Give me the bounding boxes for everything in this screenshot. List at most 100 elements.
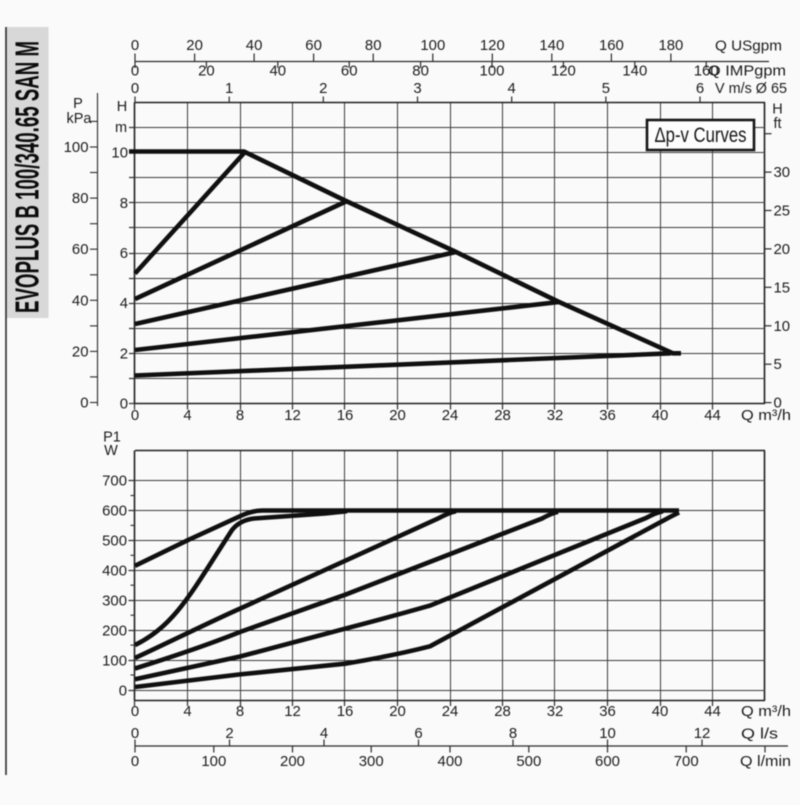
svg-text:m: m bbox=[115, 120, 127, 136]
svg-text:V m/s Ø 65: V m/s Ø 65 bbox=[715, 80, 787, 97]
svg-text:80: 80 bbox=[365, 37, 382, 54]
svg-text:600: 600 bbox=[102, 503, 127, 520]
svg-text:Q USgpm: Q USgpm bbox=[715, 38, 782, 55]
svg-text:15: 15 bbox=[774, 279, 791, 296]
svg-text:30: 30 bbox=[774, 164, 791, 181]
svg-text:140: 140 bbox=[622, 63, 647, 80]
svg-text:160: 160 bbox=[599, 37, 624, 54]
svg-text:40: 40 bbox=[72, 292, 89, 309]
svg-text:10: 10 bbox=[599, 725, 616, 742]
svg-text:36: 36 bbox=[599, 703, 616, 720]
svg-text:36: 36 bbox=[599, 407, 616, 424]
svg-text:5: 5 bbox=[602, 80, 610, 97]
svg-text:200: 200 bbox=[102, 623, 127, 640]
svg-text:P1: P1 bbox=[103, 430, 121, 446]
svg-text:80: 80 bbox=[412, 63, 429, 80]
svg-text:0: 0 bbox=[131, 37, 139, 54]
svg-text:40: 40 bbox=[652, 703, 669, 720]
svg-text:P: P bbox=[73, 96, 83, 112]
svg-text:120: 120 bbox=[551, 63, 576, 80]
svg-text:400: 400 bbox=[102, 563, 127, 580]
svg-text:120: 120 bbox=[480, 37, 505, 54]
svg-text:8: 8 bbox=[509, 725, 517, 742]
svg-text:16: 16 bbox=[337, 703, 354, 720]
svg-text:28: 28 bbox=[494, 407, 511, 424]
svg-text:20: 20 bbox=[389, 703, 406, 720]
svg-text:0: 0 bbox=[131, 753, 139, 770]
svg-text:10: 10 bbox=[111, 145, 128, 162]
svg-text:60: 60 bbox=[72, 241, 89, 258]
svg-text:12: 12 bbox=[694, 725, 711, 742]
svg-text:4: 4 bbox=[183, 703, 191, 720]
svg-text:100: 100 bbox=[64, 139, 89, 156]
svg-text:3: 3 bbox=[413, 80, 421, 97]
svg-text:Δp-v Curves: Δp-v Curves bbox=[655, 124, 747, 147]
svg-text:32: 32 bbox=[547, 703, 564, 720]
svg-text:0: 0 bbox=[131, 80, 139, 97]
svg-text:4: 4 bbox=[120, 295, 128, 312]
svg-text:EVOPLUS B 100/340.65 SAN M: EVOPLUS B 100/340.65 SAN M bbox=[9, 41, 46, 313]
svg-text:6: 6 bbox=[696, 80, 704, 97]
svg-text:8: 8 bbox=[120, 195, 128, 212]
svg-text:H: H bbox=[772, 102, 782, 118]
svg-text:6: 6 bbox=[120, 245, 128, 262]
svg-text:180: 180 bbox=[658, 37, 683, 54]
svg-text:100: 100 bbox=[201, 753, 226, 770]
svg-text:16: 16 bbox=[337, 407, 354, 424]
svg-text:300: 300 bbox=[359, 753, 384, 770]
svg-text:0: 0 bbox=[131, 407, 139, 424]
svg-text:20: 20 bbox=[198, 63, 215, 80]
svg-text:H: H bbox=[117, 99, 127, 115]
svg-text:2: 2 bbox=[319, 80, 327, 97]
svg-text:Q m³/h: Q m³/h bbox=[741, 703, 791, 720]
svg-text:kPa: kPa bbox=[67, 111, 93, 127]
svg-text:20: 20 bbox=[389, 407, 406, 424]
svg-text:Q l/min: Q l/min bbox=[740, 753, 791, 770]
svg-text:4: 4 bbox=[508, 80, 516, 97]
svg-text:20: 20 bbox=[72, 343, 89, 360]
svg-text:0: 0 bbox=[131, 63, 139, 80]
svg-text:60: 60 bbox=[341, 63, 358, 80]
svg-text:300: 300 bbox=[102, 593, 127, 610]
svg-text:40: 40 bbox=[652, 407, 669, 424]
svg-text:Q m³/h: Q m³/h bbox=[741, 407, 791, 424]
svg-text:44: 44 bbox=[704, 407, 721, 424]
svg-text:400: 400 bbox=[438, 753, 463, 770]
svg-text:Q IMPgpm: Q IMPgpm bbox=[708, 63, 786, 80]
svg-text:24: 24 bbox=[442, 407, 459, 424]
svg-text:20: 20 bbox=[186, 37, 203, 54]
svg-text:12: 12 bbox=[284, 407, 301, 424]
svg-text:8: 8 bbox=[236, 703, 244, 720]
svg-text:0: 0 bbox=[131, 703, 139, 720]
svg-text:44: 44 bbox=[704, 703, 721, 720]
svg-text:0: 0 bbox=[80, 395, 88, 412]
svg-text:500: 500 bbox=[516, 753, 541, 770]
svg-text:140: 140 bbox=[539, 37, 564, 54]
svg-text:100: 100 bbox=[480, 63, 505, 80]
svg-text:8: 8 bbox=[236, 407, 244, 424]
svg-text:2: 2 bbox=[225, 725, 233, 742]
svg-text:12: 12 bbox=[284, 703, 301, 720]
svg-text:20: 20 bbox=[774, 241, 791, 258]
svg-text:500: 500 bbox=[102, 533, 127, 550]
svg-text:100: 100 bbox=[102, 653, 127, 670]
svg-text:80: 80 bbox=[72, 190, 89, 207]
svg-text:28: 28 bbox=[494, 703, 511, 720]
svg-text:60: 60 bbox=[305, 37, 322, 54]
svg-text:0: 0 bbox=[774, 395, 782, 412]
svg-text:0: 0 bbox=[131, 725, 139, 742]
svg-text:700: 700 bbox=[674, 753, 699, 770]
svg-text:2: 2 bbox=[120, 345, 128, 362]
svg-text:4: 4 bbox=[183, 407, 191, 424]
svg-text:1: 1 bbox=[225, 80, 233, 97]
svg-text:40: 40 bbox=[246, 37, 263, 54]
svg-text:700: 700 bbox=[102, 473, 127, 490]
svg-text:4: 4 bbox=[320, 725, 328, 742]
svg-text:Q l/s: Q l/s bbox=[741, 726, 778, 743]
svg-text:25: 25 bbox=[774, 203, 791, 220]
svg-text:24: 24 bbox=[442, 703, 459, 720]
svg-text:160: 160 bbox=[694, 63, 719, 80]
svg-text:5: 5 bbox=[774, 356, 782, 373]
svg-text:ft: ft bbox=[773, 116, 781, 132]
svg-text:32: 32 bbox=[547, 407, 564, 424]
